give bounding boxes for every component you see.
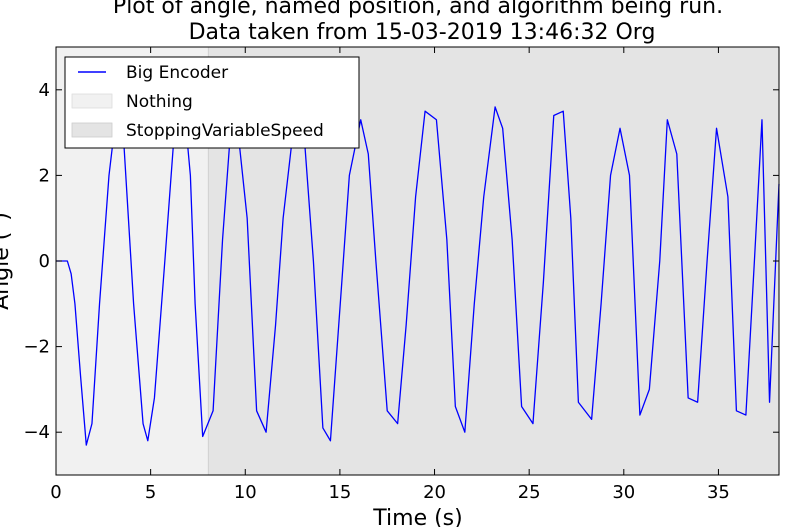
x-tick-label-1: 5: [145, 482, 156, 503]
x-tick-label-3: 15: [328, 482, 351, 503]
series-line-0: [56, 101, 780, 446]
y-tick-label-2: 0: [39, 251, 50, 272]
y-axis-label: Angle (°): [0, 212, 14, 310]
legend-swatch-nothing: [71, 93, 113, 109]
x-tick-label-0: 0: [50, 482, 61, 503]
chart-title-line1: Plot of angle, named position, and algor…: [113, 0, 723, 19]
x-tick-label-2: 10: [234, 482, 257, 503]
x-tick-label-7: 35: [707, 482, 730, 503]
legend-swatch-stopping: [71, 122, 113, 138]
legend: Big Encoder Nothing StoppingVariableSpee…: [64, 56, 360, 149]
legend-label-stopping: StoppingVariableSpeed: [126, 121, 324, 141]
legend-box: [64, 56, 360, 149]
x-axis-label: Time (s): [372, 506, 462, 527]
chart-title-line2: Data taken from 15-03-2019 13:46:32 Org: [189, 20, 656, 45]
legend-label-nothing: Nothing: [126, 92, 193, 112]
x-tick-label-6: 30: [612, 482, 635, 503]
x-tick-label-5: 25: [518, 482, 541, 503]
y-tick-label-1: −2: [23, 337, 50, 358]
y-tick-label-4: 4: [39, 80, 50, 101]
x-tick-label-4: 20: [423, 482, 446, 503]
legend-label-big-encoder: Big Encoder: [126, 63, 228, 83]
ticks: 0 5 10 15 20 25 30 35 −4 −2 0 2 4: [23, 47, 779, 503]
y-tick-label-0: −4: [23, 422, 50, 443]
y-tick-label-3: 2: [39, 165, 50, 186]
series-layer: [56, 101, 780, 446]
